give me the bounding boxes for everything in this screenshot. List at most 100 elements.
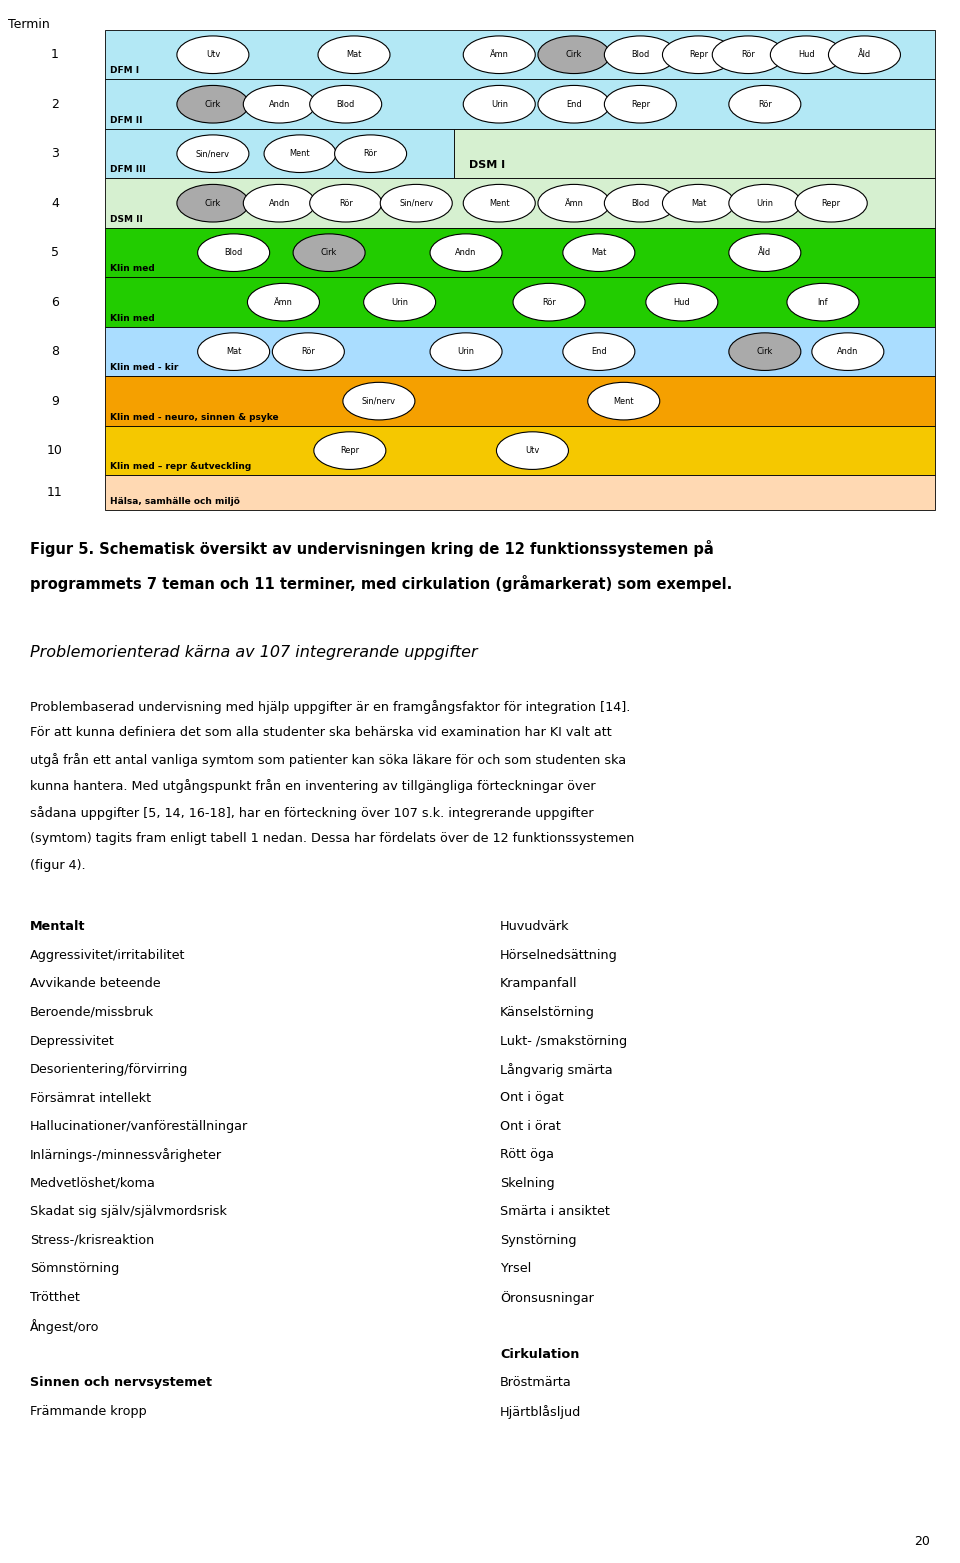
Ellipse shape <box>646 283 718 320</box>
Text: Åld: Åld <box>758 249 772 258</box>
Text: Andn: Andn <box>455 249 477 258</box>
Ellipse shape <box>662 36 734 73</box>
Text: utgå från ett antal vanliga symtom som patienter kan söka läkare för och som stu: utgå från ett antal vanliga symtom som p… <box>30 753 626 767</box>
Text: Sin/nerv: Sin/nerv <box>362 397 396 406</box>
Text: Ment: Ment <box>489 199 510 208</box>
Ellipse shape <box>198 234 270 272</box>
Ellipse shape <box>430 234 502 272</box>
Ellipse shape <box>243 184 315 222</box>
Ellipse shape <box>430 333 502 370</box>
Text: Urin: Urin <box>756 199 774 208</box>
FancyBboxPatch shape <box>105 277 935 327</box>
Text: Klin med – repr &utveckling: Klin med – repr &utveckling <box>110 463 252 472</box>
Ellipse shape <box>464 36 536 73</box>
Text: 6: 6 <box>51 295 59 308</box>
Text: Smärta i ansiktet: Smärta i ansiktet <box>500 1205 610 1219</box>
Ellipse shape <box>243 86 315 123</box>
Text: Figur 5. Schematisk översikt av undervisningen kring de 12 funktionssystemen på: Figur 5. Schematisk översikt av undervis… <box>30 539 713 556</box>
Text: Ment: Ment <box>613 397 634 406</box>
Text: Hälsa, samhälle och miljö: Hälsa, samhälle och miljö <box>110 497 240 506</box>
Text: 2: 2 <box>51 98 59 111</box>
FancyBboxPatch shape <box>105 80 935 130</box>
Text: sådana uppgifter [5, 14, 16-18], har en förteckning över 107 s.k. integrerande u: sådana uppgifter [5, 14, 16-18], har en … <box>30 807 593 821</box>
Text: Urin: Urin <box>458 347 474 356</box>
Text: Ångest/oro: Ångest/oro <box>30 1319 100 1335</box>
Text: kunna hantera. Med utgångspunkt från en inventering av tillgängliga förteckninga: kunna hantera. Med utgångspunkt från en … <box>30 780 595 794</box>
FancyBboxPatch shape <box>105 228 935 277</box>
Ellipse shape <box>335 134 407 172</box>
Ellipse shape <box>712 36 784 73</box>
Ellipse shape <box>605 36 677 73</box>
Text: End: End <box>566 100 582 109</box>
Ellipse shape <box>563 333 635 370</box>
Ellipse shape <box>812 333 884 370</box>
Text: Blod: Blod <box>632 199 650 208</box>
Text: Sin/nerv: Sin/nerv <box>196 148 229 158</box>
Text: Yrsel: Yrsel <box>500 1263 531 1275</box>
Ellipse shape <box>314 431 386 469</box>
Text: Trötthet: Trötthet <box>30 1291 80 1304</box>
Text: Öronsusningar: Öronsusningar <box>500 1291 594 1305</box>
FancyBboxPatch shape <box>105 475 935 510</box>
Text: Cirk: Cirk <box>204 100 221 109</box>
Text: Problemorienterad kärna av 107 integrerande uppgifter: Problemorienterad kärna av 107 integrera… <box>30 646 478 660</box>
Text: Blod: Blod <box>225 249 243 258</box>
FancyBboxPatch shape <box>105 425 935 475</box>
Text: Repr: Repr <box>689 50 708 59</box>
Ellipse shape <box>177 134 249 172</box>
Text: Rör: Rör <box>741 50 756 59</box>
Ellipse shape <box>464 86 536 123</box>
Text: Krampanfall: Krampanfall <box>500 977 578 991</box>
Ellipse shape <box>770 36 842 73</box>
Text: Cirk: Cirk <box>321 249 337 258</box>
Text: Ämn: Ämn <box>490 50 509 59</box>
Text: Repr: Repr <box>631 100 650 109</box>
Ellipse shape <box>588 383 660 420</box>
Text: 1: 1 <box>51 48 59 61</box>
Text: Långvarig smärta: Långvarig smärta <box>500 1063 612 1077</box>
Text: Stress-/krisreaktion: Stress-/krisreaktion <box>30 1235 155 1247</box>
Text: Rött öga: Rött öga <box>500 1149 554 1161</box>
Text: DSM II: DSM II <box>110 216 143 224</box>
Text: Rör: Rör <box>301 347 315 356</box>
Text: Åld: Åld <box>858 50 871 59</box>
Text: Desorientering/förvirring: Desorientering/förvirring <box>30 1063 188 1075</box>
Ellipse shape <box>310 86 382 123</box>
Text: Skadat sig själv/självmordsrisk: Skadat sig själv/självmordsrisk <box>30 1205 227 1219</box>
Text: Andn: Andn <box>269 100 290 109</box>
FancyBboxPatch shape <box>105 327 935 377</box>
Text: (symtom) tagits fram enligt tabell 1 nedan. Dessa har fördelats över de 12 funkt: (symtom) tagits fram enligt tabell 1 ned… <box>30 833 635 846</box>
Text: DFM II: DFM II <box>110 116 142 125</box>
Text: Ont i örat: Ont i örat <box>500 1121 561 1133</box>
Text: För att kunna definiera det som alla studenter ska behärska vid examination har : För att kunna definiera det som alla stu… <box>30 727 612 739</box>
Ellipse shape <box>293 234 365 272</box>
Ellipse shape <box>795 184 867 222</box>
Text: Termin: Termin <box>8 19 50 31</box>
Ellipse shape <box>605 184 677 222</box>
Text: Repr: Repr <box>822 199 841 208</box>
Text: Inf: Inf <box>818 297 828 306</box>
Text: 3: 3 <box>51 147 59 161</box>
Text: 8: 8 <box>51 345 59 358</box>
Text: Utv: Utv <box>525 445 540 455</box>
Text: Lukt- /smakstörning: Lukt- /smakstörning <box>500 1035 627 1047</box>
Text: Ment: Ment <box>290 148 310 158</box>
Ellipse shape <box>729 333 801 370</box>
Text: Mat: Mat <box>347 50 362 59</box>
Text: Medvetlöshet/koma: Medvetlöshet/koma <box>30 1177 156 1189</box>
Text: Mentalt: Mentalt <box>30 921 85 933</box>
Text: Känselstörning: Känselstörning <box>500 1007 595 1019</box>
Ellipse shape <box>177 184 249 222</box>
Text: Urin: Urin <box>391 297 408 306</box>
Text: Rör: Rör <box>758 100 772 109</box>
Ellipse shape <box>343 383 415 420</box>
Ellipse shape <box>177 86 249 123</box>
Text: Mat: Mat <box>691 199 707 208</box>
Text: Klin med: Klin med <box>110 264 155 274</box>
Text: 11: 11 <box>47 486 62 499</box>
Ellipse shape <box>464 184 536 222</box>
Ellipse shape <box>380 184 452 222</box>
Text: End: End <box>591 347 607 356</box>
Text: Försämrat intellekt: Försämrat intellekt <box>30 1091 151 1105</box>
Text: 9: 9 <box>51 394 59 408</box>
